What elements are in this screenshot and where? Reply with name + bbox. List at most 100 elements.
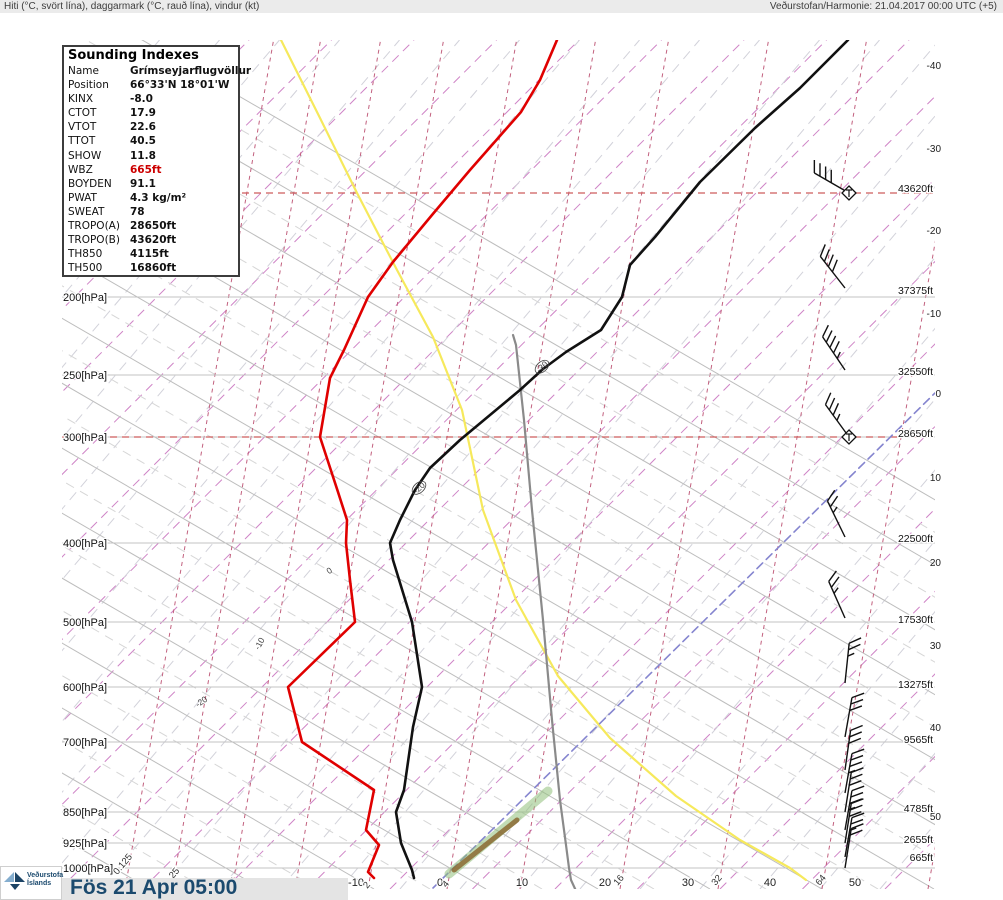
barb-staff bbox=[824, 404, 850, 438]
index-row: CTOT 17.9 bbox=[68, 106, 234, 120]
barb-tick bbox=[829, 495, 839, 508]
barb-tick bbox=[822, 324, 829, 338]
wind-barb bbox=[826, 489, 846, 538]
mixing-ratio-line bbox=[821, 240, 935, 889]
datetime-banner: Fös 21 Apr 05:00 bbox=[62, 876, 348, 900]
adiabat-label: -10 bbox=[252, 636, 267, 652]
index-label: SHOW bbox=[68, 149, 102, 162]
temp-axis-label-bottom: 40 bbox=[764, 877, 776, 889]
index-label: Position bbox=[68, 79, 109, 92]
barb-tick bbox=[848, 637, 862, 644]
wind-barb bbox=[844, 692, 865, 738]
barb-staff bbox=[844, 643, 850, 684]
mixing-ratio-line bbox=[231, 40, 382, 889]
pressure-axis-label: 925[hPa] bbox=[63, 838, 107, 850]
temp-axis-label-right: -20 bbox=[927, 226, 942, 237]
index-row: TTOT 40.5 bbox=[68, 134, 234, 148]
dewpoint-curve bbox=[286, 40, 559, 880]
dry-adiabat-line bbox=[62, 220, 935, 728]
index-label: TROPO(A) bbox=[68, 220, 120, 233]
dry-adiabat-line bbox=[62, 382, 935, 889]
index-row: TH850 4115ft bbox=[68, 247, 234, 261]
dry-adiabat-line bbox=[62, 674, 431, 889]
index-row: SWEAT 78 bbox=[68, 205, 234, 219]
isotherm-line bbox=[62, 40, 910, 888]
index-label: TTOT bbox=[68, 135, 96, 148]
pressure-axis-label: 850[hPa] bbox=[63, 807, 107, 819]
isotherm-line bbox=[62, 40, 497, 476]
barb-tick bbox=[849, 773, 863, 780]
index-value: 22.6 bbox=[130, 121, 156, 134]
dry-adiabat-line bbox=[62, 610, 543, 889]
temp-axis-label-right: 40 bbox=[930, 723, 942, 734]
dry-adiabat-line bbox=[62, 350, 935, 858]
index-label: CTOT bbox=[68, 107, 97, 120]
barb-tick bbox=[849, 829, 863, 836]
wbz-value: 665ft bbox=[130, 163, 162, 176]
barb-half-tick bbox=[832, 506, 838, 514]
dry-adiabat-line bbox=[62, 480, 767, 889]
moist-adiabat-line bbox=[699, 610, 935, 889]
index-row: TROPO(A) 28650ft bbox=[68, 219, 234, 233]
index-value: 78 bbox=[130, 205, 145, 218]
barb-tick bbox=[828, 397, 836, 411]
moist-adiabat-line bbox=[62, 40, 760, 864]
moist-adiabat-line bbox=[579, 469, 935, 889]
sounding-indexes-panel: Sounding Indexes Name Grímseyjarflugvöllu… bbox=[62, 45, 251, 277]
temp-axis-label-right: -30 bbox=[927, 144, 942, 155]
index-value: Grímseyjarflugvöllur bbox=[130, 65, 252, 77]
dry-adiabat-line bbox=[62, 447, 823, 889]
index-value: -8.0 bbox=[130, 93, 153, 106]
moist-adiabat-line bbox=[279, 115, 935, 889]
datetime-text: Fös 21 Apr 05:00 bbox=[70, 876, 238, 899]
pressure-axis-label: 200[hPa] bbox=[63, 292, 107, 304]
barb-tick bbox=[823, 249, 830, 262]
index-row: Name Grímseyjarflugvöllur bbox=[68, 64, 251, 78]
wind-barb bbox=[844, 767, 864, 813]
altitude-axis-label: 13275ft bbox=[898, 679, 933, 691]
barb-tick bbox=[849, 731, 862, 738]
barb-staff bbox=[844, 790, 853, 831]
pressure-axis-label: 400[hPa] bbox=[63, 538, 107, 550]
barb-tick bbox=[850, 724, 863, 732]
pressure-axis-label: 1000[hPa] bbox=[63, 863, 113, 875]
index-label: BOYDEN bbox=[68, 177, 112, 190]
moist-adiabat-line bbox=[940, 40, 1003, 889]
pressure-axis-label: 500[hPa] bbox=[63, 617, 107, 629]
pressure-axis-label: 700[hPa] bbox=[63, 737, 107, 749]
isotherm-line bbox=[719, 673, 935, 889]
index-label: KINX bbox=[68, 93, 94, 106]
isotherm-line bbox=[62, 40, 580, 558]
altitude-axis-label: 2655ft bbox=[904, 834, 933, 846]
isotherm-line bbox=[637, 590, 935, 889]
wind-barb bbox=[844, 798, 864, 844]
barb-tick bbox=[848, 737, 862, 744]
index-value: 4.3 kg/m² bbox=[130, 191, 187, 204]
parcel-path-line bbox=[432, 392, 935, 889]
mixing-ratio-line bbox=[619, 40, 770, 889]
altitude-axis-label: 9565ft bbox=[904, 734, 933, 746]
index-row: Position 66°33'N 18°01'W bbox=[68, 78, 234, 92]
dry-adiabat-line bbox=[62, 317, 935, 826]
barb-staff bbox=[844, 697, 853, 738]
legend-text: Hiti (°C, svört lína), daggarmark (°C, r… bbox=[4, 1, 260, 12]
barb-tick bbox=[850, 791, 864, 798]
temp-axis-label-bottom: 30 bbox=[682, 877, 694, 889]
barb-tick bbox=[851, 785, 865, 792]
index-value: 43620ft bbox=[130, 234, 177, 247]
pressure-axis-label: 300[hPa] bbox=[63, 432, 107, 444]
barb-tick bbox=[826, 489, 836, 502]
dry-adiabat-line bbox=[62, 187, 935, 696]
barb-half-tick bbox=[836, 351, 841, 359]
index-label: PWAT bbox=[68, 191, 97, 204]
barb-tick bbox=[819, 244, 826, 257]
barb-tick bbox=[831, 259, 838, 273]
altitude-axis-label: 32550ft bbox=[898, 366, 933, 378]
wind-barb bbox=[844, 748, 865, 794]
altitude-axis-label: 43620ft bbox=[898, 183, 933, 195]
dry-adiabat-line bbox=[85, 40, 935, 533]
dry-adiabat-line bbox=[62, 415, 879, 889]
moist-adiabat-line bbox=[219, 44, 935, 889]
temp-axis-label-bottom: 20 bbox=[599, 877, 611, 889]
